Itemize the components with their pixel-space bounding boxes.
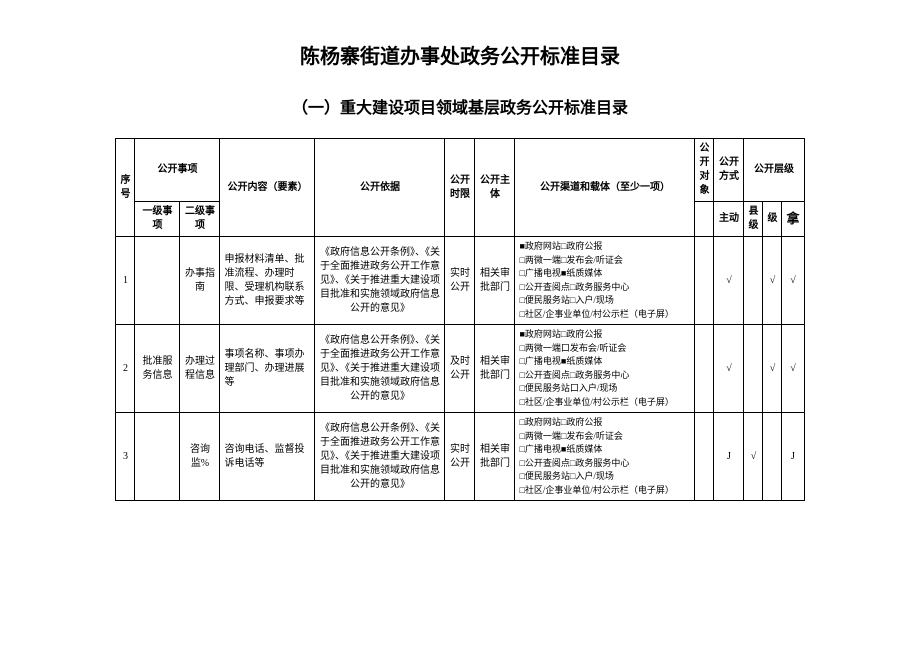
hdr-method: 公开方式 [714,139,744,202]
hdr-channel: 公开渠道和载体（至少一项） [515,139,695,237]
table-row: 1 办事指南申报材料清单、批准流程、办理时限、受理机构联系方式、申报要求等《政府信… [116,237,804,325]
table-cell [695,413,714,501]
table-cell [695,237,714,325]
table-cell: ■政府网站□政府公报 □两微一端□发布会/听证会 □广播电视■纸质媒体 □公开查… [515,237,695,325]
table-cell: √ [714,237,744,325]
hdr-subject: 公开主体 [475,139,515,237]
hdr-l2: 二级事项 [180,202,220,237]
table-cell: 《政府信息公开条例》、《关于全面推进政务公开工作意见》、《关于推进重大建设项目批… [315,237,445,325]
table-cell: 办事指南 [180,237,220,325]
table-cell: 咨询电话、监督投诉电话等 [220,413,315,501]
table-cell: 《政府信息公开条例》、《关于全面推进政务公开工作意见》、《关于推进重大建设项目批… [315,325,445,413]
header-row-1: 序号 公开事项 公开内容（要素） 公开依据 公开时限 公开主体 公开渠道和载体（… [116,139,804,202]
table-cell: 咨询监% [180,413,220,501]
table-cell: 批准服务信息 [135,325,180,413]
hdr-content: 公开内容（要素） [220,139,315,237]
table-cell: J [714,413,744,501]
hdr-na: 拿 [782,202,804,237]
hdr-county: 县级 [744,202,763,237]
table-cell: √ [744,413,763,501]
hdr-target: 公开对象 [695,139,714,202]
table-cell: 事项名称、事项办理部门、办理进展等 [220,325,315,413]
page-title: 陈杨寨街道办事处政务公开标准目录 [0,0,920,94]
main-table: 序号 公开事项 公开内容（要素） 公开依据 公开时限 公开主体 公开渠道和载体（… [115,138,804,501]
table-cell: 实时公开 [445,413,475,501]
table-cell: J [782,413,804,501]
hdr-seq: 序号 [116,139,135,237]
hdr-timelimit: 公开时限 [445,139,475,237]
table-cell [695,325,714,413]
table-row: 2批准服务信息办理过程信息事项名称、事项办理部门、办理进展等《政府信息公开条例》… [116,325,804,413]
hdr-l1: 一级事项 [135,202,180,237]
table-cell: √ [763,325,782,413]
hdr-basis: 公开依据 [315,139,445,237]
table-cell: 及时公开 [445,325,475,413]
table-cell: 申报材料清单、批准流程、办理时限、受理机构联系方式、申报要求等 [220,237,315,325]
table-cell: 《政府信息公开条例》、《关于全面推进政务公开工作意见》、《关于推进重大建设项目批… [315,413,445,501]
hdr-active: 主动 [714,202,744,237]
table-cell: 办理过程信息 [180,325,220,413]
table-row: 3 咨询监%咨询电话、监督投诉电话等《政府信息公开条例》、《关于全面推进政务公开工… [116,413,804,501]
hdr-level: 公开层级 [744,139,804,202]
table-cell: 实时公开 [445,237,475,325]
table-cell: 2 [116,325,135,413]
table-cell [744,237,763,325]
table-cell: √ [782,237,804,325]
table-cell: □政府网站□政府公报 □两微一端□发布会/听证会 □广播电视■纸质媒体 □公开查… [515,413,695,501]
table-cell: √ [763,237,782,325]
table-cell: 相关审批部门 [475,325,515,413]
table-cell: √ [714,325,744,413]
table-cell [135,237,180,325]
table-cell: ■政府网站□政府公报 □两微一端口发布会/听证会 □广播电视■纸质媒体 □公开查… [515,325,695,413]
sub-title: （一）重大建设项目领域基层政务公开标准目录 [0,94,920,138]
table-cell: 相关审批部门 [475,413,515,501]
table-cell: 相关审批部门 [475,237,515,325]
table-cell: 1 [116,237,135,325]
table-cell [763,413,782,501]
hdr-item: 公开事项 [135,139,220,202]
hdr-target-sub [695,202,714,237]
table-cell: √ [782,325,804,413]
hdr-lv: 级 [763,202,782,237]
table-cell [135,413,180,501]
table-cell [744,325,763,413]
table-cell: 3 [116,413,135,501]
